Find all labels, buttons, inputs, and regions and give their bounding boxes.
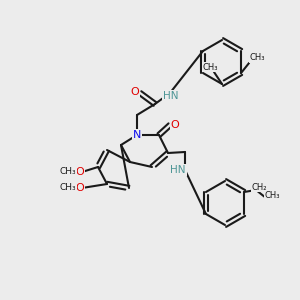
Text: HN: HN bbox=[170, 165, 186, 175]
Text: HN: HN bbox=[163, 91, 179, 101]
Text: O: O bbox=[76, 167, 84, 177]
Text: O: O bbox=[76, 183, 84, 193]
Text: CH₃: CH₃ bbox=[60, 167, 76, 176]
Text: O: O bbox=[130, 87, 140, 97]
Text: CH₃: CH₃ bbox=[249, 53, 265, 62]
Text: CH₃: CH₃ bbox=[60, 182, 76, 191]
Text: CH₂: CH₂ bbox=[251, 182, 267, 191]
Text: N: N bbox=[133, 130, 141, 140]
Text: O: O bbox=[171, 120, 179, 130]
Text: CH₃: CH₃ bbox=[264, 191, 280, 200]
Text: CH₃: CH₃ bbox=[202, 62, 218, 71]
